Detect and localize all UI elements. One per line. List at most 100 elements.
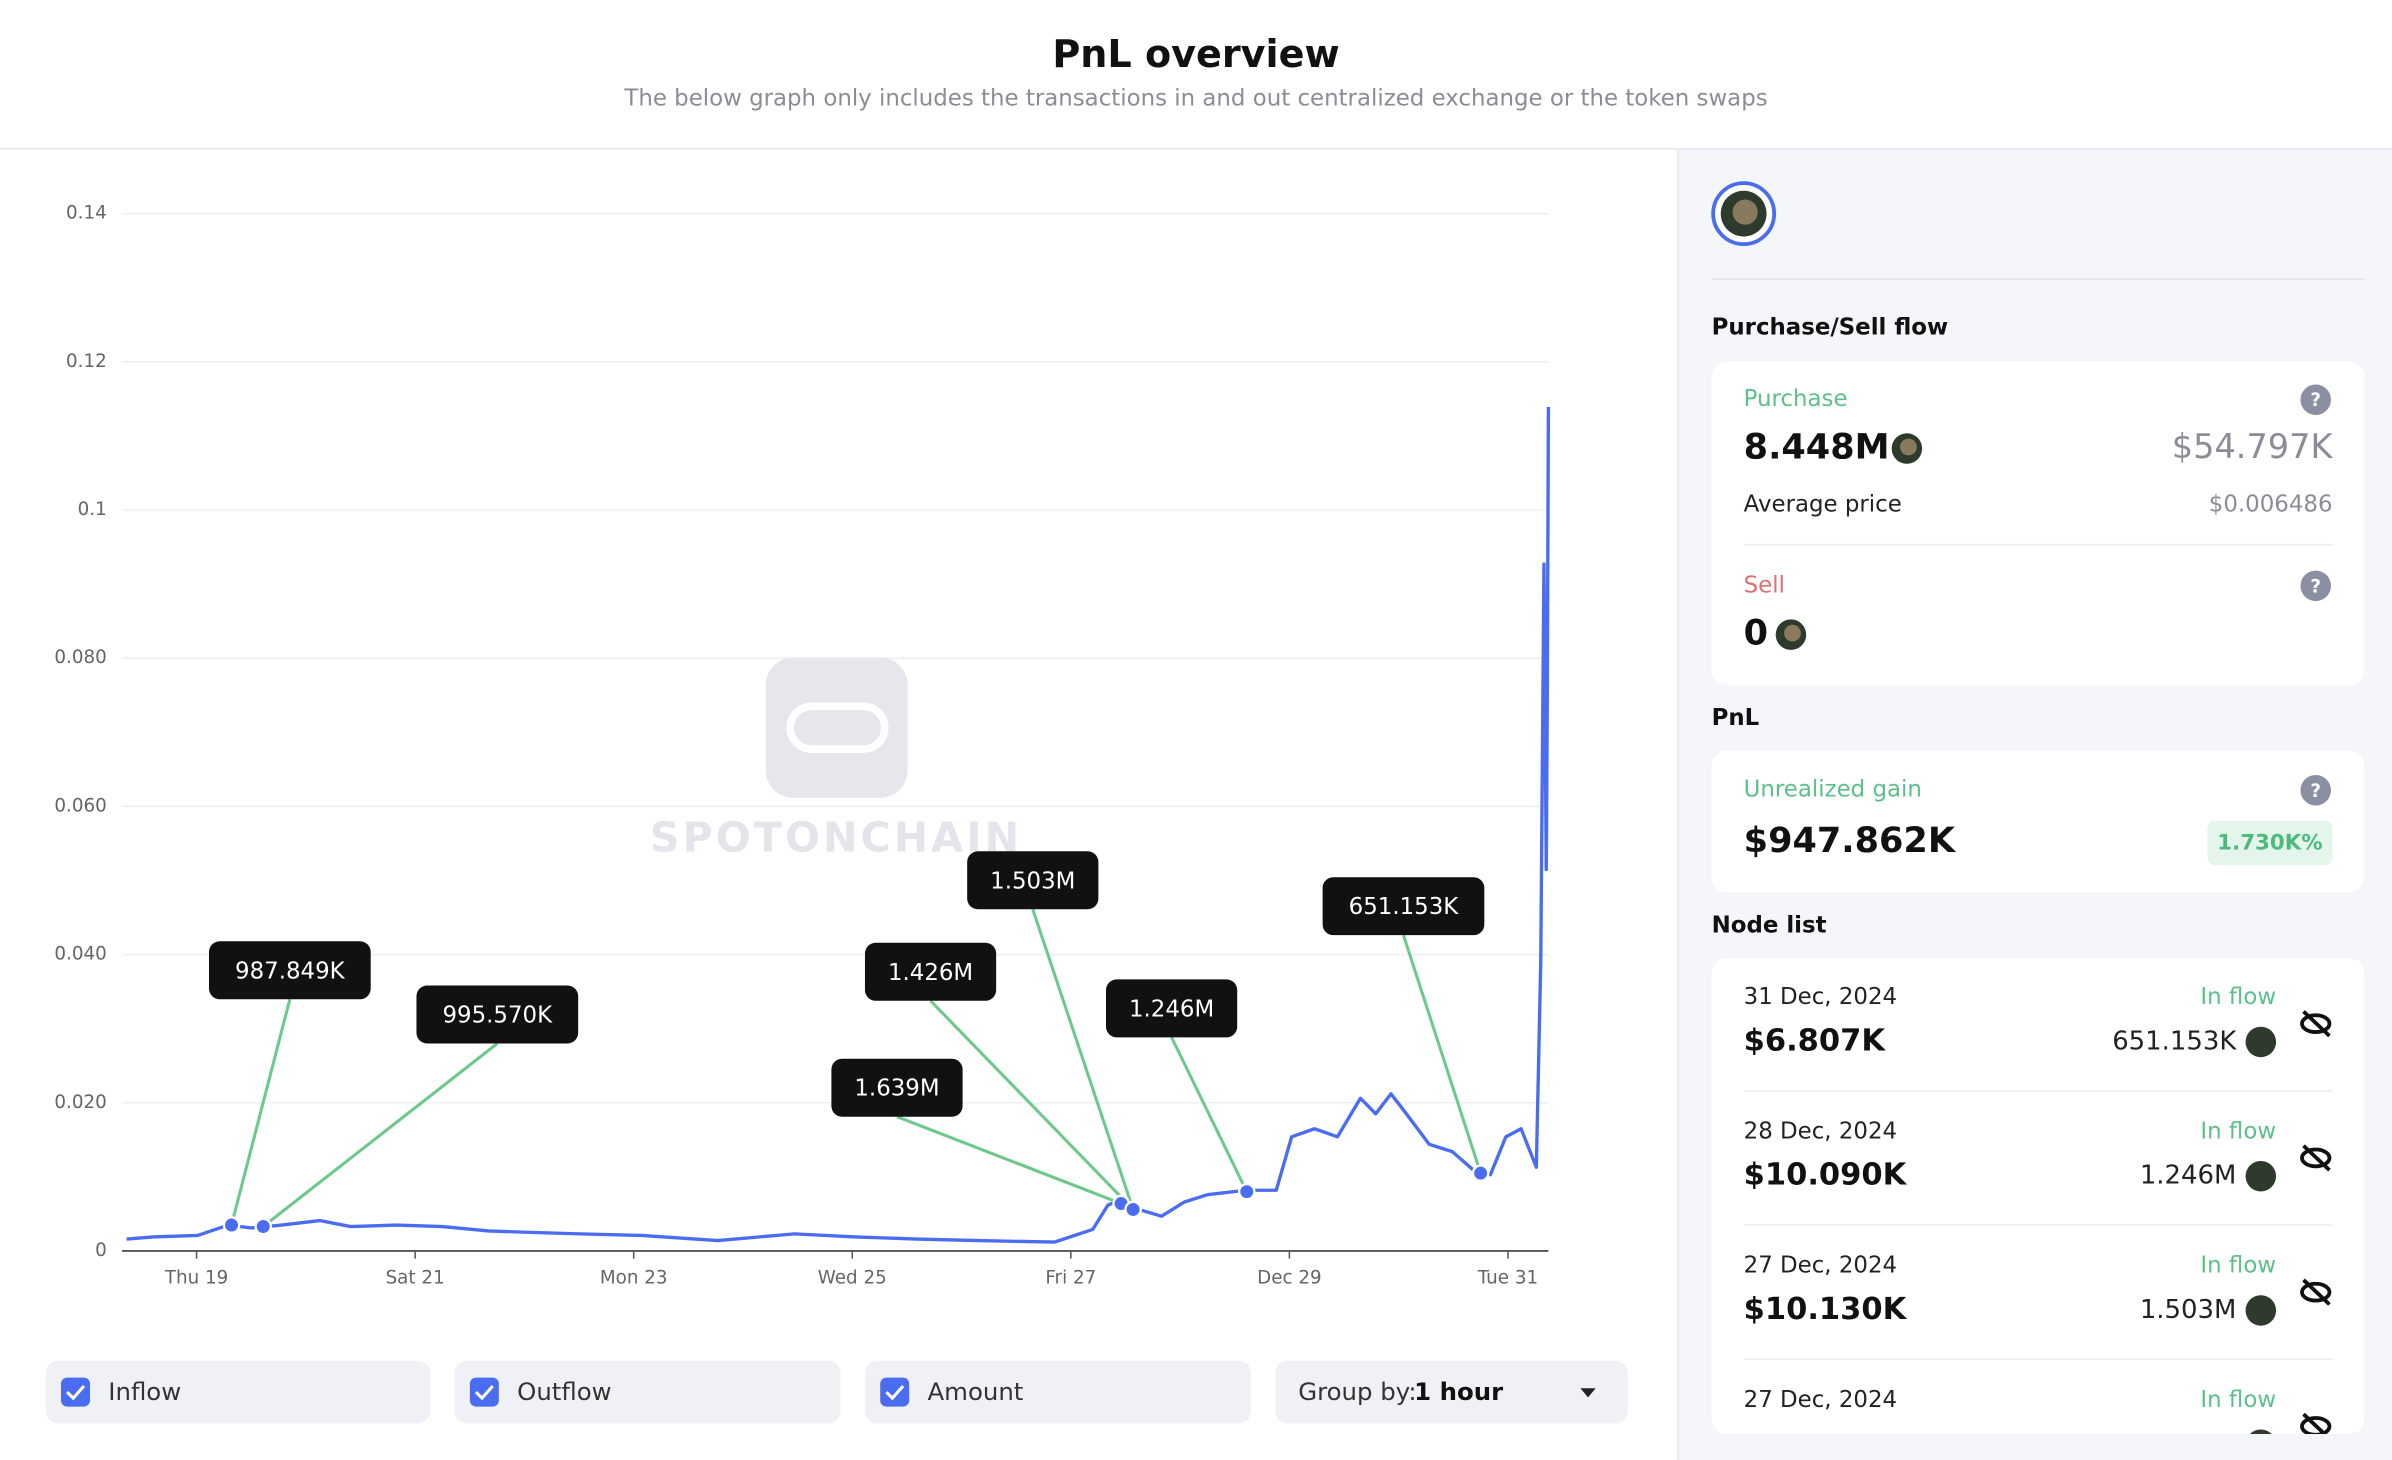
pnl-pill <box>2207 820 2333 866</box>
y-tick-label: 0.080 <box>54 647 106 668</box>
annotation-box <box>831 1058 963 1117</box>
checkbox-pill[interactable] <box>864 1360 1251 1424</box>
purchase-usd: $54.797K <box>2172 427 2334 466</box>
help-icon[interactable] <box>2300 570 2331 602</box>
annotation-box <box>416 985 579 1044</box>
x-tick-label: Dec 29 <box>1257 1267 1322 1288</box>
node-list: 31 Dec, 2024 In flow $6.807K 651.153K 28 Dec… <box>1743 984 2333 1435</box>
y-tick-label: 0.060 <box>54 795 106 816</box>
node-date: 27 Dec, 2024 <box>1744 1253 1897 1279</box>
node-amount: 651.153K <box>2112 1026 2237 1056</box>
annotation-box <box>864 942 997 1001</box>
annotation-leader <box>1170 1036 1249 1193</box>
help-glyph: ? <box>2310 781 2321 802</box>
hide-icon[interactable] <box>2300 1416 2332 1435</box>
x-tick-label: Wed 25 <box>818 1267 887 1288</box>
group-by-label: Group by: <box>1298 1377 1416 1406</box>
help-icon[interactable] <box>2300 775 2331 806</box>
node-usd: $6.807K <box>1744 1023 1887 1058</box>
sell-amount: 0 <box>1744 613 1768 654</box>
annotation-box <box>967 851 1099 910</box>
checkbox-pill[interactable] <box>45 1360 431 1424</box>
annotation-point <box>222 1216 241 1234</box>
page-title: PnL overview <box>1052 32 1339 76</box>
node-amount: 1.503M <box>2140 1295 2237 1325</box>
token-icon <box>2249 1429 2272 1435</box>
hide-slash <box>2302 1010 2331 1038</box>
annotation-box <box>208 941 371 1000</box>
card <box>1711 361 2365 685</box>
annotation-label: 995.570K <box>443 1003 554 1029</box>
checkbox-label: Outflow <box>517 1377 611 1406</box>
section-title: PnL <box>1712 705 1760 731</box>
annotation-label: 651.153K <box>1349 894 1460 920</box>
checkbox-label: Amount <box>928 1377 1024 1406</box>
checkbox-tick <box>66 1384 86 1401</box>
watermark-logo <box>765 657 908 798</box>
node-type: In flow <box>2200 1253 2276 1279</box>
dropdown-arrow <box>1580 1388 1596 1398</box>
token-icon-inner <box>1784 624 1801 642</box>
group-by-select[interactable] <box>1275 1360 1628 1424</box>
hide-slash <box>2302 1144 2331 1172</box>
y-tick-label: 0.020 <box>54 1092 106 1113</box>
hide-icon[interactable] <box>2300 1147 2332 1169</box>
annotation-label: 1.639M <box>854 1076 939 1102</box>
hide-icon[interactable] <box>2300 1281 2332 1303</box>
annotation-point <box>254 1217 272 1236</box>
y-tick-label: 0.1 <box>78 499 107 520</box>
annotation-leader <box>230 998 292 1226</box>
group-by-value: 1 hour <box>1414 1377 1503 1406</box>
x-tick-label: Tue 31 <box>1477 1267 1538 1288</box>
y-tick-label: 0 <box>95 1240 107 1261</box>
token-icon-inner <box>1732 199 1758 225</box>
node-type: In flow <box>2200 984 2276 1010</box>
y-tick-label: 0.14 <box>66 203 107 224</box>
sell-label: Sell <box>1744 572 1785 598</box>
avg-value: $0.006486 <box>2209 491 2333 517</box>
node-usd: $10.130K <box>1744 1292 1908 1327</box>
annotation-leader <box>896 1115 1122 1205</box>
annotation-point <box>1237 1182 1256 1201</box>
annotation-point <box>1471 1164 1490 1182</box>
annotation-label: 1.426M <box>888 960 973 986</box>
token-icon <box>2245 1026 2277 1058</box>
y-tick-label: 0.12 <box>66 351 107 372</box>
help-icon[interactable] <box>2300 384 2331 415</box>
node-usd: $10.090K <box>1744 1158 1908 1193</box>
node-amount: 1.246M <box>2140 1161 2237 1191</box>
annotation-point <box>1124 1200 1142 1219</box>
token-icon <box>2245 1295 2277 1326</box>
pnl-label: Unrealized gain <box>1744 777 1922 803</box>
price-line <box>126 407 1551 1244</box>
pnl-value: $947.862K <box>1744 820 1957 861</box>
checkbox-tick <box>885 1384 905 1401</box>
annotation-box <box>1105 979 1238 1038</box>
y-tick-label: 0.040 <box>54 944 106 965</box>
checkbox-pill[interactable] <box>454 1360 841 1424</box>
node-date: 28 Dec, 2024 <box>1744 1118 1897 1144</box>
node-type: In flow <box>2200 1118 2276 1144</box>
x-tick-label: Thu 19 <box>164 1267 228 1288</box>
node-date: 31 Dec, 2024 <box>1744 984 1897 1010</box>
checkbox[interactable] <box>469 1377 499 1407</box>
checkbox-label: Inflow <box>108 1377 181 1406</box>
checkbox[interactable] <box>880 1377 910 1407</box>
annotation-label: 987.849K <box>235 958 346 984</box>
help-glyph: ? <box>2310 390 2321 411</box>
section-title: Node list <box>1712 913 1827 939</box>
checkbox[interactable] <box>61 1377 91 1407</box>
card <box>1711 750 2365 893</box>
annotation-label: 1.503M <box>990 868 1075 894</box>
page-subtitle: The below graph only includes the transa… <box>623 86 1767 112</box>
annotation-leader <box>1031 908 1135 1210</box>
x-tick-label: Sat 21 <box>386 1267 445 1288</box>
avg-label: Average price <box>1744 491 1902 517</box>
section-title: Purchase/Sell flow <box>1712 315 1949 341</box>
annotation-leader <box>929 999 1135 1211</box>
card <box>1711 958 2365 1435</box>
help-glyph: ? <box>2310 576 2321 597</box>
hide-icon[interactable] <box>2300 1013 2332 1034</box>
